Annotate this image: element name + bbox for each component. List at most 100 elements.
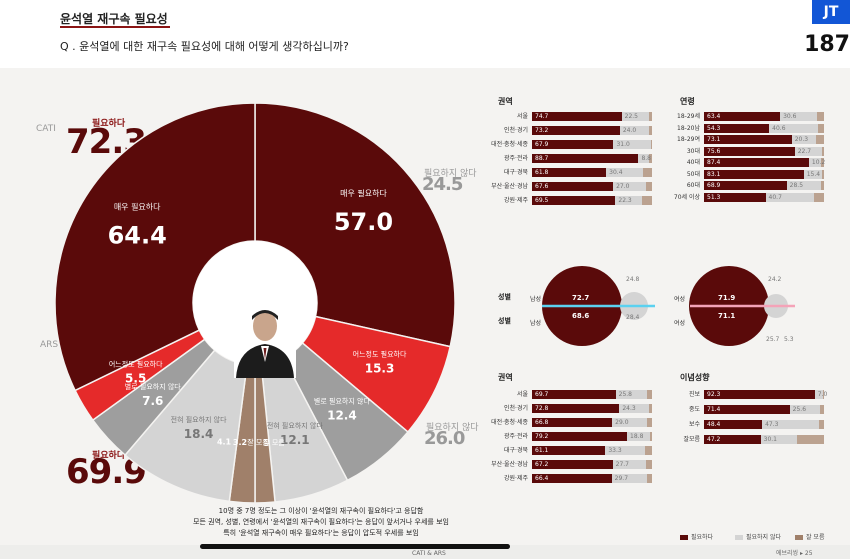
bar-need-value: 74.7 [535, 113, 549, 120]
bar-noneed-value: 18.8 [630, 433, 644, 440]
bar-noneed: 40.7 [765, 192, 815, 202]
bar-row-label: 30대 [686, 147, 700, 155]
female-ars-dk: 5.3 [784, 336, 794, 343]
bar-noneed: 28.5 [786, 181, 821, 190]
donut-dk-label: 잘 모름 [263, 439, 285, 447]
bar-noneed-value: 15.4 [806, 170, 821, 178]
bar-row-label: 부산·울산·경남 [491, 183, 528, 190]
donut-category-label: 어느정도 필요하다 [353, 350, 407, 359]
bar-need-value: 92.3 [707, 391, 721, 398]
survey-question: Q . 윤석열에 대한 재구속 필요성에 대해 어떻게 생각하십니까? [60, 40, 349, 53]
donut-category-label: 전혀 필요하지 않다 [267, 421, 324, 430]
bar-row-label: 강원·제주 [504, 197, 528, 204]
donut-value-label: 3.2 [233, 438, 247, 447]
bar-need: 67.2 [532, 460, 613, 469]
ars-need-caption: 필요하다 [92, 451, 126, 461]
bar-need: 74.7 [532, 112, 622, 121]
donut-value-label: 5.5 [125, 371, 146, 385]
donut-value-label: 12.4 [327, 408, 357, 422]
bar-row: 보수 48.4 47.3 [689, 420, 824, 429]
bar-row: 70세 이상 51.3 40.7 [674, 192, 824, 202]
bar-noneed: 30.6 [780, 112, 817, 121]
bar-need-value: 83.1 [707, 170, 721, 178]
bar-noneed: 40.6 [769, 123, 818, 133]
bar-noneed-value: 40.7 [768, 193, 782, 201]
bar-noneed-value: 22.7 [797, 147, 812, 155]
donut-value-label: 18.4 [184, 427, 214, 441]
male-ars-value: 68.6 [572, 312, 590, 320]
bar-noneed-value: 47.3 [765, 421, 779, 428]
bar-noneed-value: 24.0 [622, 127, 637, 134]
bar-noneed-value: 30.4 [609, 169, 623, 176]
bar-row: 서울 74.7 22.5 [517, 112, 652, 121]
female-label-top: 여성 [674, 296, 686, 303]
bar-need: 48.4 [704, 420, 763, 429]
bar-need-value: 66.4 [535, 475, 549, 482]
bar-row: 부산·울산·경남 67.2 27.7 [491, 460, 652, 469]
donut-category-label: 매우 필요하다 [340, 188, 387, 198]
male-label-bottom: 남성 [530, 320, 542, 327]
bar-row: 대전·충청·세종 66.8 29.0 [491, 418, 652, 427]
bar-need-value: 75.6 [707, 147, 721, 155]
bar-row-label: 대전·충청·세종 [491, 419, 528, 426]
bar-need-value: 87.4 [707, 159, 721, 166]
bar-row-label: 보수 [688, 421, 700, 428]
donut-category-label: 별로 필요하지 않다 [314, 396, 371, 405]
male-ars-noneed: 28.4 [626, 314, 640, 321]
gender-title-top: 성별 [498, 293, 511, 301]
donut-category-label: 별로 필요하지 않다 [125, 382, 182, 391]
ideology-ars-title: 이념성향 [680, 373, 710, 382]
donut-segment-cati-0 [254, 102, 456, 348]
bar-noneed-value: 8.8 [641, 155, 651, 162]
bar-need-value: 69.7 [535, 391, 549, 398]
bar-noneed-value: 10.2 [811, 159, 826, 166]
bar-need-value: 68.9 [707, 182, 721, 189]
donut-value-label: 64.4 [108, 221, 167, 249]
bar-need-value: 79.2 [535, 433, 549, 440]
bar-need: 75.6 [704, 146, 795, 156]
bar-need-value: 61.8 [535, 169, 549, 176]
bar-row: 광주·전라 88.7 8.8 [504, 154, 652, 163]
legend-need: 필요하다 [680, 532, 713, 541]
summary-notes: 10명 중 7명 정도는 그 이상이 '윤석열의 재구속이 필요하다'고 응답함… [176, 506, 466, 539]
bar-need-value: 51.3 [707, 193, 721, 201]
bar-row-label: 대구·경북 [504, 169, 528, 176]
cati-need-caption: 필요하다 [92, 119, 126, 129]
bar-noneed-value: 28.5 [789, 182, 804, 189]
bar-noneed: 25.8 [615, 390, 647, 399]
bar-noneed: 15.4 [803, 169, 823, 179]
footer-right: 에브리씽 ▸ 25 [776, 550, 813, 557]
scroll-indicator[interactable] [200, 544, 510, 549]
bar-row: 서울 69.7 25.8 [517, 390, 652, 399]
bar-row-label: 광주·전라 [504, 433, 528, 440]
ars-label: ARS [40, 340, 59, 350]
bar-noneed-value: 7.0 [817, 391, 828, 398]
bar-noneed-value: 29.7 [614, 475, 629, 482]
bar-row: 대구·경북 61.1 33.3 [504, 446, 652, 455]
legend-need-label: 필요하다 [691, 534, 714, 541]
bar-noneed: 30.1 [760, 435, 797, 444]
bar-noneed-value: 22.3 [618, 197, 632, 204]
donut-category-label: 매우 필요하다 [114, 201, 161, 211]
bar-noneed: 24.0 [619, 126, 649, 135]
donut-category-label: 어느정도 필요하다 [109, 359, 163, 368]
age-cati-title: 연령 [680, 97, 695, 106]
bar-need-value: 88.7 [535, 155, 549, 162]
male-cati-noneed: 24.8 [626, 276, 640, 283]
bar-need: 87.4 [704, 158, 809, 167]
bar-need-value: 66.8 [535, 419, 549, 426]
ars-noneed-total: 26.0 [424, 428, 465, 449]
bar-need: 67.9 [532, 140, 614, 149]
bar-row-label: 인천·경기 [504, 405, 528, 412]
bar-need: 51.3 [704, 192, 766, 202]
bar-noneed-value: 24.3 [622, 405, 636, 412]
bar-noneed: 24.3 [619, 404, 649, 413]
bar-row-label: 18-20남 [677, 124, 700, 132]
bar-need: 88.7 [532, 154, 639, 163]
bar-row: 18-29세 63.4 30.6 [677, 112, 824, 121]
bar-noneed: 27.0 [613, 182, 646, 191]
bar-row-label: 대구·경북 [504, 447, 528, 454]
bar-need: 61.8 [532, 168, 607, 177]
